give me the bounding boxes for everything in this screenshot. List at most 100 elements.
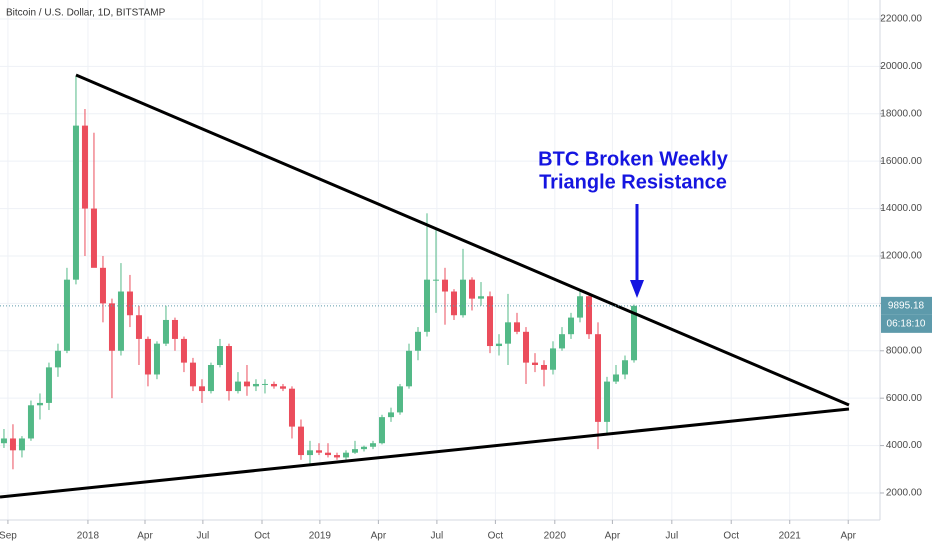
candle-body (532, 362, 539, 365)
y-tick-label: 16000.00 (880, 156, 922, 167)
candle-body (450, 291, 457, 316)
x-tick-label: 2021 (779, 531, 802, 542)
candle-body (45, 367, 52, 403)
candle-body (396, 386, 403, 413)
y-tick-label: 2000.00 (886, 488, 923, 499)
candle-body (559, 334, 566, 349)
candle-body (279, 386, 286, 389)
axes: 2000.004000.006000.008000.0010000.001200… (0, 14, 932, 542)
grid (0, 0, 880, 520)
candle-body (216, 346, 223, 365)
candle-body (261, 383, 268, 385)
x-tick-label: Oct (723, 531, 739, 542)
x-tick-label: Oct (254, 531, 270, 542)
candle-body (0, 438, 7, 444)
candle-body (514, 322, 521, 332)
candle-body (523, 331, 530, 363)
x-tick-label: Apr (137, 531, 153, 542)
x-tick-label: Jul (665, 531, 678, 542)
candle-body (144, 338, 151, 375)
x-tick-label: 2019 (309, 531, 332, 542)
candle-body (162, 319, 169, 344)
candle-body (117, 291, 124, 351)
candle-body (189, 362, 196, 387)
candle-body (288, 388, 295, 427)
candle-body (360, 446, 367, 450)
candle-body (495, 343, 502, 347)
candle-body (126, 291, 133, 316)
candle-body (414, 331, 421, 351)
candle-body (387, 412, 394, 418)
candle-body (207, 364, 214, 392)
annotation: BTC Broken Weekly (538, 148, 729, 170)
candle-body (81, 125, 88, 209)
candle-body (459, 279, 466, 316)
candle-body (108, 303, 115, 351)
x-tick-label: Jul (430, 531, 443, 542)
candle-body (234, 381, 241, 392)
support-trendline (0, 407, 850, 499)
x-tick-label: Apr (605, 531, 621, 542)
candle-body (270, 383, 277, 387)
candle-body (486, 296, 493, 347)
candle-body (405, 350, 412, 387)
candle-body (27, 405, 34, 439)
candle-body (90, 208, 97, 268)
candle-body (9, 438, 16, 451)
candle-body (243, 381, 250, 387)
x-tick-label: Sep (0, 531, 17, 542)
candle-body (369, 443, 376, 447)
x-tick-label: 2020 (544, 531, 567, 542)
x-tick-label: Apr (371, 531, 387, 542)
last-price-box (881, 296, 932, 315)
candle-body (432, 279, 439, 281)
candle-body (378, 417, 385, 444)
candle-body (631, 305, 638, 361)
x-tick-label: 2018 (77, 531, 100, 542)
y-tick-label: 4000.00 (886, 440, 923, 451)
candle-body (99, 267, 106, 304)
candle-body (613, 374, 620, 382)
chart-title: Bitcoin / U.S. Dollar, 1D, BITSTAMP (6, 8, 166, 19)
candle-body (468, 279, 475, 299)
candle-body (550, 348, 557, 370)
candle-body (568, 317, 575, 335)
candle-body (315, 450, 322, 453)
y-tick-label: 6000.00 (886, 393, 923, 404)
candle-body (505, 322, 512, 344)
candle-body (72, 125, 79, 280)
candle-body (595, 334, 602, 422)
candle-body (604, 381, 611, 422)
candle-body (171, 319, 178, 339)
x-tick-label: Jul (196, 531, 209, 542)
y-tick-label: 12000.00 (880, 251, 922, 262)
candle-body (225, 346, 232, 392)
candle-body (324, 452, 331, 456)
candle-body (18, 438, 25, 451)
candle-body (153, 343, 160, 375)
last-price-label: 9895.18 (888, 300, 925, 311)
annotation: Triangle Resistance (539, 171, 727, 193)
candle-body (342, 452, 349, 458)
y-tick-label: 22000.00 (880, 14, 922, 25)
candle-body (577, 296, 584, 318)
candle-body (351, 449, 358, 453)
candle-body (135, 315, 142, 339)
candle-body (297, 426, 304, 456)
candle-body (306, 450, 313, 456)
y-tick-label: 18000.00 (880, 108, 922, 119)
x-tick-label: Apr (840, 531, 856, 542)
candle-body (198, 386, 205, 392)
candle-body (586, 296, 593, 335)
candle-body (54, 350, 61, 368)
y-tick-label: 20000.00 (880, 61, 922, 72)
candle-body (63, 279, 70, 351)
candle-body (541, 364, 548, 370)
candle-body (477, 296, 484, 299)
annotation-arrowhead (630, 280, 644, 298)
countdown-label: 06:18:10 (887, 318, 926, 329)
candle-body (622, 360, 629, 375)
candle-body (180, 338, 187, 363)
